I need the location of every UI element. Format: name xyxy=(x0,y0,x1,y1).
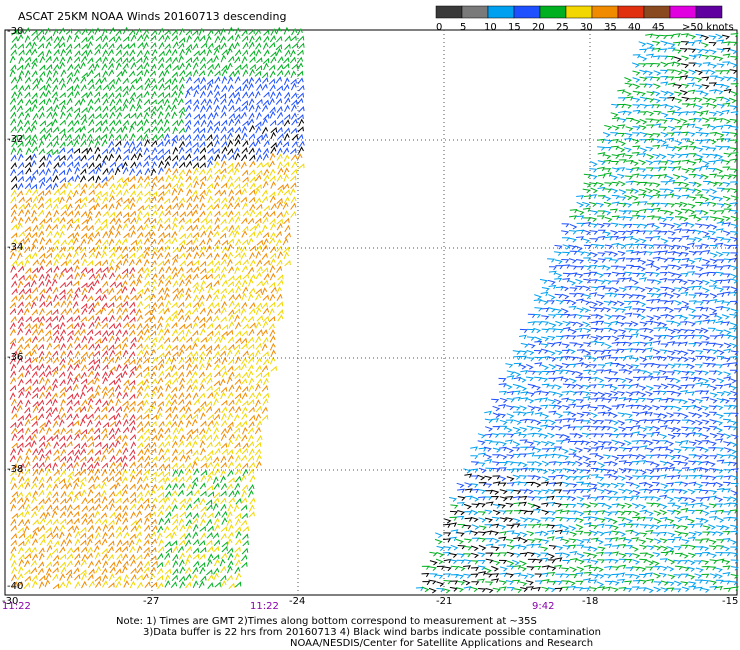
legend-tick-label: >50 knots xyxy=(682,22,734,33)
legend-swatch xyxy=(513,5,541,19)
legend-swatch xyxy=(539,5,567,19)
lat-label: -34 xyxy=(7,242,23,253)
lon-label: -27 xyxy=(143,596,159,607)
legend-swatch xyxy=(695,5,723,19)
legend-swatch xyxy=(669,5,697,19)
lat-lon-grid xyxy=(5,30,737,595)
legend-tick-label: 25 xyxy=(556,22,569,33)
legend-tick-label: 35 xyxy=(604,22,617,33)
lat-label: -32 xyxy=(7,134,23,145)
lon-label: -21 xyxy=(436,596,452,607)
note-line-1: Note: 1) Times are GMT 2)Times along bot… xyxy=(116,616,537,627)
legend-tick-label: 20 xyxy=(532,22,545,33)
wind-speed-legend: 0 5 10 15 20 25 30 35 40 45 >50 knots xyxy=(435,5,734,33)
legend-tick-label: 15 xyxy=(508,22,521,33)
legend-tick-label: 10 xyxy=(484,22,497,33)
map-frame xyxy=(4,29,738,596)
time-label-right: 9:42 xyxy=(532,601,554,612)
legend-swatch xyxy=(617,5,645,19)
chart-title: ASCAT 25KM NOAA Winds 20160713 descendin… xyxy=(18,10,287,23)
lon-label: -15 xyxy=(722,596,738,607)
time-label-middle: 11:22 xyxy=(250,601,279,612)
legend-swatch xyxy=(435,5,463,19)
lon-label: -18 xyxy=(582,596,598,607)
legend-swatch xyxy=(461,5,489,19)
legend-swatch xyxy=(565,5,593,19)
legend-tick-label: 30 xyxy=(580,22,593,33)
lat-label: -40 xyxy=(7,581,23,592)
lat-label: -38 xyxy=(7,464,23,475)
lon-label: -30 xyxy=(2,596,18,607)
legend-swatch xyxy=(591,5,619,19)
legend-swatch xyxy=(643,5,671,19)
legend-tick-label: 40 xyxy=(628,22,641,33)
wind-barb-swaths xyxy=(9,26,739,594)
legend-tick-label: 5 xyxy=(460,22,466,33)
legend-tick-label: 45 xyxy=(652,22,665,33)
lon-label: -24 xyxy=(289,596,305,607)
legend-tick-label: 0 xyxy=(436,22,442,33)
note-line-2: 3)Data buffer is 22 hrs from 20160713 4)… xyxy=(143,627,601,638)
lat-label: -36 xyxy=(7,352,23,363)
lat-label: -30 xyxy=(7,26,23,37)
note-line-3: NOAA/NESDIS/Center for Satellite Applica… xyxy=(290,638,594,649)
time-label-left: 11:22 xyxy=(2,601,31,612)
legend-swatch xyxy=(487,5,515,19)
